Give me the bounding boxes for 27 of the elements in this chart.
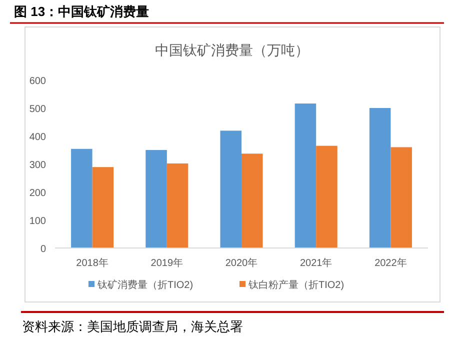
x-tick-label: 2020年: [225, 257, 258, 269]
x-tick-label: 2018年: [76, 257, 108, 269]
bar: [316, 146, 338, 248]
x-tick-label: 2022年: [374, 257, 407, 269]
y-tick-label: 500: [29, 104, 46, 115]
bar: [71, 148, 92, 248]
y-tick-label: 300: [29, 160, 46, 171]
chart-title: 中国钛矿消费量（万吨）: [155, 42, 309, 58]
y-tick-label: 600: [29, 76, 46, 87]
bar: [242, 154, 263, 248]
x-tick-label: 2021年: [300, 257, 332, 269]
bar: [369, 108, 391, 248]
bar: [294, 104, 316, 248]
y-tick-label: 0: [40, 244, 46, 255]
legend-label: 钛矿消费量（折TIO2): [96, 279, 194, 291]
bar: [166, 163, 188, 248]
y-tick-label: 200: [29, 188, 46, 199]
bar: [146, 150, 167, 248]
y-tick-label: 400: [29, 132, 46, 143]
y-tick-label: 100: [29, 216, 46, 227]
text: 资料来源：美国地质调查局，海关总署: [22, 319, 243, 334]
caption: 图 13：中国钛矿消费量: [14, 4, 150, 19]
bar: [390, 147, 412, 248]
bar: [220, 130, 242, 248]
bar: [92, 167, 114, 248]
legend-label: 钛白粉产量（折TIO2): [248, 279, 344, 291]
x-tick-label: 2019年: [150, 257, 184, 269]
